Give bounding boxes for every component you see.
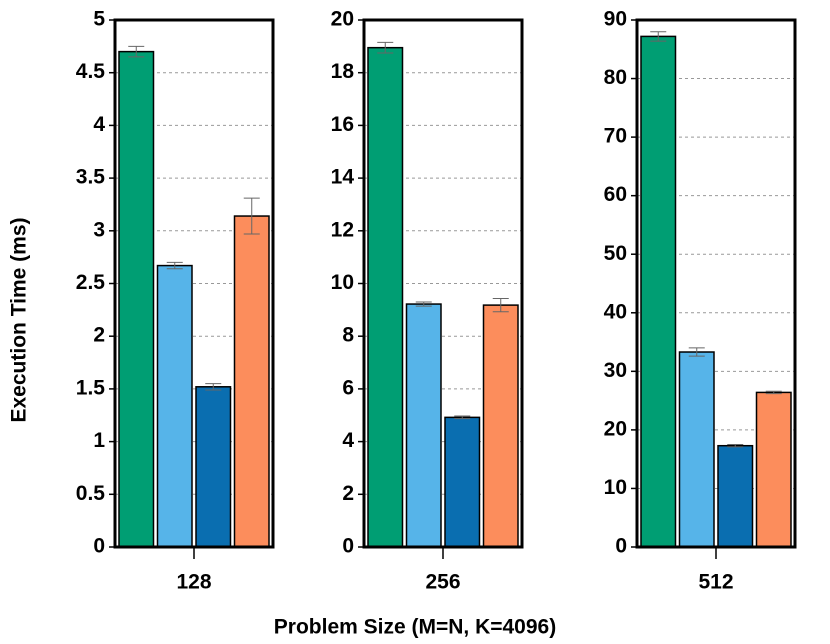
y-tick-label: 40 [604, 300, 627, 323]
y-tick-label: 14 [331, 166, 355, 189]
x-axis-label: Problem Size (M=N, K=4096) [274, 616, 556, 639]
y-tick-label: 70 [604, 125, 627, 148]
error-bar [727, 444, 744, 448]
y-tick-label: 8 [342, 324, 354, 347]
bar [678, 351, 715, 548]
bar [482, 304, 519, 548]
error-bar [650, 31, 667, 42]
plot-frame [635, 18, 797, 549]
y-tick-label: 12 [331, 218, 354, 241]
y-tick-label: 0 [93, 535, 105, 558]
error-bar [688, 347, 705, 357]
y-tick-label: 20 [331, 8, 354, 31]
y-tick-label: 6 [342, 376, 354, 399]
y-axis-label: Execution Time (ms) [8, 218, 31, 423]
error-bar [243, 197, 260, 235]
plot-frame [113, 18, 275, 549]
y-tick-label: 10 [331, 271, 354, 294]
error-bar [454, 415, 471, 420]
error-bar [166, 261, 183, 270]
y-tick-label: 18 [331, 60, 355, 83]
y-tick-label: 3.5 [76, 166, 106, 189]
bar [717, 444, 754, 548]
y-tick-label: 0 [342, 535, 354, 558]
y-tick-label: 90 [604, 8, 627, 31]
bar [195, 386, 232, 548]
error-bar [765, 390, 782, 395]
y-tick-label: 80 [604, 66, 627, 89]
bar [640, 35, 677, 548]
y-tick-label: 2 [93, 324, 105, 347]
y-tick-label: 3 [93, 218, 105, 241]
y-tick-label: 60 [604, 183, 627, 206]
y-tick-label: 50 [604, 242, 627, 265]
x-tick-label: 128 [176, 571, 211, 594]
y-tick-label: 5 [93, 8, 105, 31]
y-tick-label: 0 [615, 535, 627, 558]
bar [755, 391, 792, 548]
y-tick-label: 30 [604, 359, 627, 382]
y-tick-label: 16 [331, 113, 354, 136]
y-tick-label: 0.5 [76, 482, 106, 505]
bar [233, 215, 270, 548]
y-tick-label: 4 [93, 113, 105, 136]
y-tick-label: 4 [342, 429, 354, 452]
y-tick-label: 2 [342, 482, 354, 505]
error-bar [205, 383, 222, 391]
error-bar [128, 45, 145, 58]
y-tick-label: 20 [604, 417, 627, 440]
plot-frame [362, 18, 524, 549]
bar [405, 303, 442, 548]
bar [156, 264, 193, 548]
x-tick-label: 512 [698, 571, 733, 594]
y-tick-label: 1.5 [76, 376, 106, 399]
y-tick-label: 10 [604, 476, 627, 499]
bar [444, 416, 481, 548]
y-tick-label: 4.5 [76, 60, 106, 83]
y-tick-label: 1 [93, 429, 105, 452]
bar [367, 46, 404, 548]
error-bar [377, 41, 394, 54]
error-bar [415, 301, 432, 307]
error-bar [492, 298, 509, 313]
x-tick-label: 256 [425, 571, 460, 594]
y-tick-label: 2.5 [76, 271, 106, 294]
bar [118, 50, 155, 548]
